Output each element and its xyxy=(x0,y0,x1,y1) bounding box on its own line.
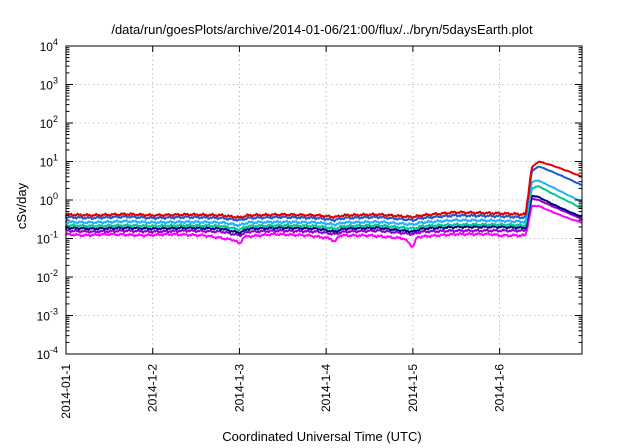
y-tick-label: 104 xyxy=(40,37,58,54)
y-tick-label: 10-4 xyxy=(37,345,58,362)
series-line xyxy=(65,165,583,223)
tick-labels: 2014-01-1 2014-1-2 2014-1-3 2014-1-4 2014-1-… xyxy=(37,37,507,419)
series-layer xyxy=(65,160,583,248)
x-tick-label: 2014-1-5 xyxy=(406,364,420,412)
x-tick-label: 2014-1-3 xyxy=(232,364,246,412)
x-axis-label: Coordinated Universal Time (UTC) xyxy=(222,429,421,444)
x-tick-label: 2014-1-2 xyxy=(146,364,160,412)
x-tick-label: 2014-01-1 xyxy=(59,364,73,419)
grid-lines xyxy=(66,46,582,354)
chart-title: /data/run/goesPlots/archive/2014-01-06/2… xyxy=(111,22,533,37)
y-tick-label: 103 xyxy=(40,76,58,93)
y-tick-label: 10-2 xyxy=(37,268,58,285)
y-axis-label: cSv/day xyxy=(14,182,29,229)
y-tick-label: 10-3 xyxy=(37,307,58,324)
y-tick-label: 10-1 xyxy=(37,230,58,247)
y-tick-label: 100 xyxy=(40,191,58,208)
series-line xyxy=(65,194,583,235)
axis-ticks xyxy=(65,45,582,355)
series-line xyxy=(65,197,583,237)
series-line xyxy=(65,204,583,248)
y-tick-label: 102 xyxy=(40,114,58,131)
series-line xyxy=(65,185,583,232)
x-tick-label: 2014-1-4 xyxy=(319,364,333,412)
x-tick-label: 2014-1-6 xyxy=(493,364,507,412)
series-line xyxy=(65,179,583,228)
y-tick-label: 101 xyxy=(40,153,58,170)
series-line xyxy=(65,160,583,220)
